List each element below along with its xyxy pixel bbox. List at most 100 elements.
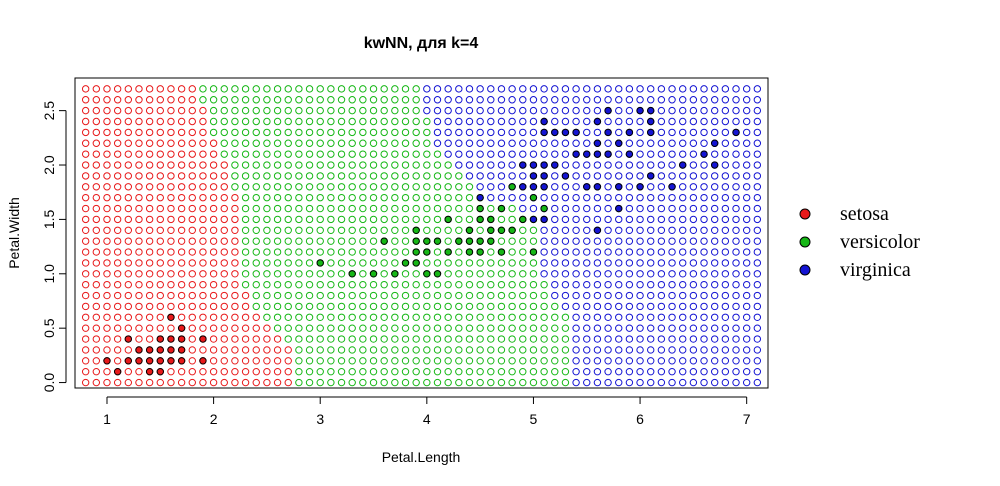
- grid-point-versicolor: [529, 346, 538, 354]
- grid-point-setosa: [124, 139, 133, 147]
- grid-point-setosa: [103, 237, 111, 245]
- grid-point-versicolor: [455, 302, 463, 311]
- grid-point-versicolor: [497, 335, 506, 343]
- grid-point-virginica: [721, 378, 730, 387]
- grid-point-virginica: [657, 150, 666, 158]
- grid-point-setosa: [209, 139, 218, 147]
- data-point-versicolor: [497, 226, 506, 234]
- grid-point-versicolor: [551, 335, 559, 343]
- grid-point-virginica: [615, 367, 623, 376]
- grid-point-versicolor: [263, 150, 271, 158]
- grid-point-virginica: [753, 204, 762, 213]
- grid-point-versicolor: [327, 106, 335, 115]
- grid-point-versicolor: [241, 204, 250, 213]
- grid-point-virginica: [625, 215, 634, 224]
- grid-point-versicolor: [305, 204, 314, 213]
- grid-point-virginica: [700, 85, 708, 93]
- grid-point-versicolor: [295, 215, 303, 224]
- grid-point-virginica: [679, 270, 687, 278]
- grid-point-versicolor: [369, 193, 378, 202]
- grid-point-virginica: [604, 248, 612, 256]
- grid-point-virginica: [710, 378, 719, 387]
- grid-point-versicolor: [327, 193, 335, 202]
- grid-point-virginica: [700, 302, 708, 311]
- grid-point-versicolor: [337, 357, 346, 365]
- grid-point-versicolor: [241, 150, 250, 158]
- data-point-versicolor: [348, 270, 356, 278]
- grid-point-virginica: [657, 96, 666, 104]
- grid-point-virginica: [583, 248, 591, 256]
- grid-point-versicolor: [391, 128, 399, 137]
- grid-point-virginica: [529, 96, 538, 104]
- grid-point-versicolor: [295, 324, 303, 332]
- grid-point-virginica: [615, 357, 623, 365]
- grid-point-virginica: [647, 161, 655, 169]
- grid-point-setosa: [81, 280, 90, 289]
- grid-point-virginica: [487, 183, 495, 191]
- grid-point-virginica: [689, 128, 698, 137]
- data-point-virginica: [625, 128, 634, 137]
- grid-point-versicolor: [380, 161, 388, 169]
- grid-point-virginica: [519, 193, 527, 202]
- grid-point-versicolor: [476, 280, 484, 289]
- grid-point-versicolor: [423, 128, 431, 137]
- grid-point-setosa: [252, 367, 260, 376]
- grid-point-setosa: [81, 150, 90, 158]
- grid-point-virginica: [625, 280, 634, 289]
- grid-point-virginica: [572, 248, 580, 256]
- grid-point-virginica: [636, 291, 644, 300]
- x-tick-label: 1: [103, 411, 111, 427]
- grid-point-versicolor: [561, 346, 570, 354]
- grid-point-setosa: [199, 346, 207, 354]
- grid-point-setosa: [135, 367, 143, 376]
- grid-point-setosa: [220, 237, 228, 245]
- grid-point-virginica: [572, 96, 580, 104]
- grid-point-versicolor: [391, 106, 399, 115]
- grid-point-setosa: [103, 172, 111, 180]
- grid-point-versicolor: [561, 313, 570, 321]
- grid-point-virginica: [561, 259, 570, 267]
- grid-point-versicolor: [337, 106, 346, 115]
- grid-point-setosa: [188, 193, 196, 202]
- grid-point-versicolor: [391, 378, 399, 387]
- grid-point-setosa: [188, 324, 196, 332]
- grid-point-versicolor: [295, 172, 303, 180]
- grid-point-versicolor: [444, 259, 452, 267]
- grid-point-setosa: [92, 378, 101, 387]
- grid-point-versicolor: [465, 335, 474, 343]
- grid-point-versicolor: [444, 280, 452, 289]
- grid-point-versicolor: [305, 346, 314, 354]
- grid-point-virginica: [604, 302, 612, 311]
- grid-point-versicolor: [337, 324, 346, 332]
- grid-point-virginica: [625, 204, 634, 213]
- grid-point-versicolor: [401, 313, 410, 321]
- grid-point-virginica: [540, 85, 548, 93]
- grid-point-virginica: [604, 215, 612, 224]
- grid-point-setosa: [124, 313, 133, 321]
- grid-point-virginica: [615, 259, 623, 267]
- grid-point-virginica: [433, 139, 442, 147]
- grid-point-setosa: [113, 259, 122, 267]
- grid-point-virginica: [657, 106, 666, 115]
- grid-point-virginica: [668, 313, 676, 321]
- grid-point-virginica: [753, 270, 762, 278]
- grid-point-versicolor: [305, 96, 314, 104]
- grid-point-setosa: [81, 367, 90, 376]
- grid-point-versicolor: [412, 96, 420, 104]
- grid-point-versicolor: [327, 215, 335, 224]
- grid-point-setosa: [231, 193, 239, 202]
- grid-point-virginica: [615, 324, 623, 332]
- grid-point-virginica: [583, 335, 591, 343]
- data-point-setosa: [156, 367, 164, 376]
- grid-point-setosa: [113, 96, 122, 104]
- grid-point-virginica: [710, 150, 719, 158]
- grid-point-setosa: [103, 85, 111, 93]
- grid-point-setosa: [241, 335, 250, 343]
- data-point-virginica: [540, 161, 548, 169]
- grid-point-virginica: [647, 378, 655, 387]
- grid-point-virginica: [476, 117, 484, 126]
- grid-point-setosa: [231, 248, 239, 256]
- grid-point-virginica: [689, 172, 698, 180]
- grid-point-virginica: [583, 193, 591, 202]
- grid-point-virginica: [572, 226, 580, 234]
